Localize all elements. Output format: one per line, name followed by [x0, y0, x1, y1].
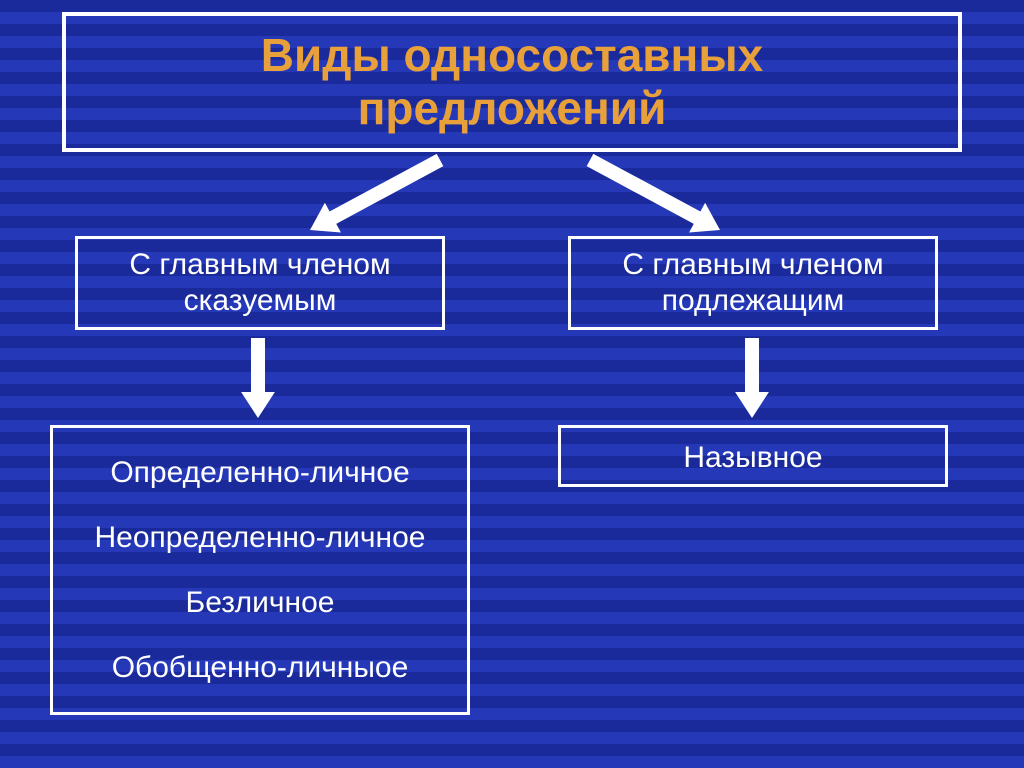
left-node-line-1: С главным членом	[129, 247, 390, 283]
right-list-item: Назывное	[683, 440, 822, 476]
left-list-item: Обобщенно-личныое	[112, 650, 409, 686]
left-node-line-2: сказуемым	[184, 283, 337, 319]
diagram-content: Виды односоставных предложений С главным…	[0, 0, 1024, 768]
title-line-1: Виды односоставных	[261, 29, 763, 82]
right-node-line-1: С главным членом	[622, 247, 883, 283]
left-list-item: Безличное	[186, 585, 335, 621]
left-branch-node: С главным членом сказуемым	[75, 236, 445, 330]
title-box: Виды односоставных предложений	[62, 12, 962, 152]
right-branch-list: Назывное	[558, 425, 948, 487]
left-branch-list: Определенно-личное Неопределенно-личное …	[50, 425, 470, 715]
title-line-2: предложений	[358, 82, 667, 135]
left-list-item: Неопределенно-личное	[94, 520, 425, 556]
right-node-line-2: подлежащим	[662, 283, 844, 319]
right-branch-node: С главным членом подлежащим	[568, 236, 938, 330]
left-list-item: Определенно-личное	[110, 455, 409, 491]
